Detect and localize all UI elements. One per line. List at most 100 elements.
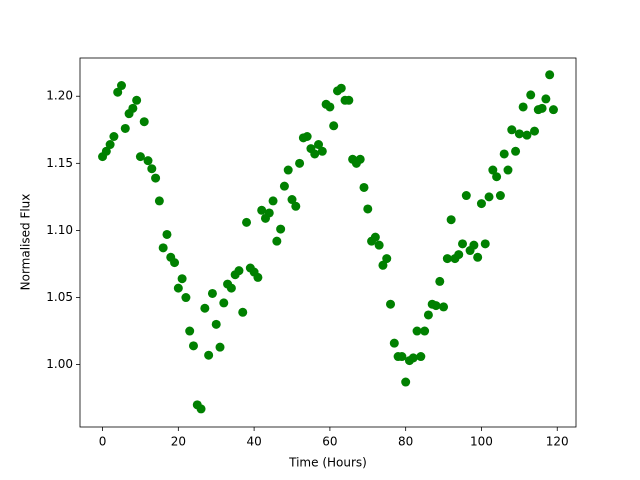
- data-point: [507, 125, 517, 135]
- data-point: [295, 158, 305, 168]
- data-point: [454, 250, 464, 260]
- data-point: [325, 102, 335, 112]
- data-point: [101, 146, 111, 156]
- data-point: [143, 156, 153, 166]
- data-point: [314, 140, 324, 150]
- data-point: [196, 404, 206, 414]
- data-point: [458, 239, 468, 249]
- data-point: [158, 243, 168, 253]
- y-tick-label: 1.15: [46, 156, 73, 170]
- data-point: [408, 353, 418, 363]
- data-point: [116, 81, 126, 91]
- data-point: [215, 342, 225, 352]
- data-point: [431, 301, 441, 311]
- data-point: [473, 252, 483, 262]
- data-point: [226, 283, 236, 293]
- data-point: [329, 121, 339, 131]
- data-point: [484, 192, 494, 202]
- data-point: [317, 146, 327, 156]
- data-point: [139, 117, 149, 127]
- data-point: [412, 326, 422, 336]
- data-point: [492, 172, 502, 182]
- data-point: [511, 146, 521, 156]
- data-point: [181, 293, 191, 303]
- data-point: [211, 319, 221, 329]
- data-point: [310, 149, 320, 159]
- data-point: [234, 266, 244, 276]
- data-point: [302, 131, 312, 141]
- data-point: [461, 191, 471, 201]
- data-point: [530, 126, 540, 136]
- data-point: [128, 103, 138, 113]
- data-point: [370, 232, 380, 242]
- data-point: [268, 196, 278, 206]
- data-point: [442, 254, 452, 264]
- data-point: [389, 338, 399, 348]
- data-point: [147, 164, 157, 174]
- data-point: [253, 272, 263, 282]
- data-point: [207, 288, 217, 298]
- data-point: [336, 83, 346, 93]
- data-point: [264, 208, 274, 218]
- data-point: [382, 254, 392, 264]
- data-point: [537, 103, 547, 113]
- data-point: [279, 181, 289, 191]
- y-tick-label: 1.20: [46, 89, 73, 103]
- data-point: [374, 240, 384, 250]
- data-point: [503, 165, 513, 175]
- data-point: [105, 140, 115, 150]
- data-point: [386, 299, 396, 309]
- x-tick-label: 20: [171, 435, 186, 449]
- data-point: [526, 90, 536, 100]
- data-point: [154, 196, 164, 206]
- data-point: [476, 199, 486, 209]
- data-point: [541, 94, 551, 104]
- data-point: [488, 165, 498, 175]
- data-point: [378, 260, 388, 270]
- data-point: [545, 70, 555, 80]
- data-point: [397, 352, 407, 362]
- data-point: [420, 326, 430, 336]
- data-point: [291, 201, 301, 211]
- x-tick-label: 40: [246, 435, 261, 449]
- data-point: [499, 149, 509, 159]
- y-tick-label: 1.10: [46, 223, 73, 237]
- data-point: [257, 205, 267, 215]
- data-point: [469, 240, 479, 250]
- data-point: [162, 229, 172, 239]
- data-point: [113, 87, 123, 97]
- data-point: [188, 341, 198, 351]
- data-point: [344, 95, 354, 105]
- data-point: [423, 310, 433, 320]
- data-point: [435, 276, 445, 286]
- plot-frame: [79, 57, 577, 428]
- data-point: [495, 191, 505, 201]
- data-point: [355, 154, 365, 164]
- data-point: [185, 326, 195, 336]
- data-point: [480, 239, 490, 249]
- x-axis-label: Time (Hours): [288, 456, 367, 470]
- data-point: [276, 224, 286, 234]
- data-point: [518, 102, 528, 112]
- data-point: [439, 302, 449, 312]
- data-point: [219, 298, 229, 308]
- data-point: [173, 283, 183, 293]
- y-tick-label: 1.05: [46, 290, 73, 304]
- x-tick-label: 0: [99, 435, 107, 449]
- data-point: [204, 350, 214, 360]
- x-tick-label: 80: [398, 435, 413, 449]
- data-point: [514, 129, 524, 139]
- x-tick-label: 100: [470, 435, 493, 449]
- x-tick-label: 120: [546, 435, 569, 449]
- data-point: [359, 182, 369, 192]
- data-point: [363, 204, 373, 214]
- y-axis-label: Normalised Flux: [19, 194, 33, 291]
- data-point: [132, 95, 142, 105]
- data-point: [401, 377, 411, 387]
- data-point: [200, 303, 210, 313]
- data-point: [120, 123, 130, 133]
- data-point: [548, 105, 558, 115]
- data-point: [287, 195, 297, 205]
- data-point: [272, 236, 282, 246]
- data-point: [446, 215, 456, 225]
